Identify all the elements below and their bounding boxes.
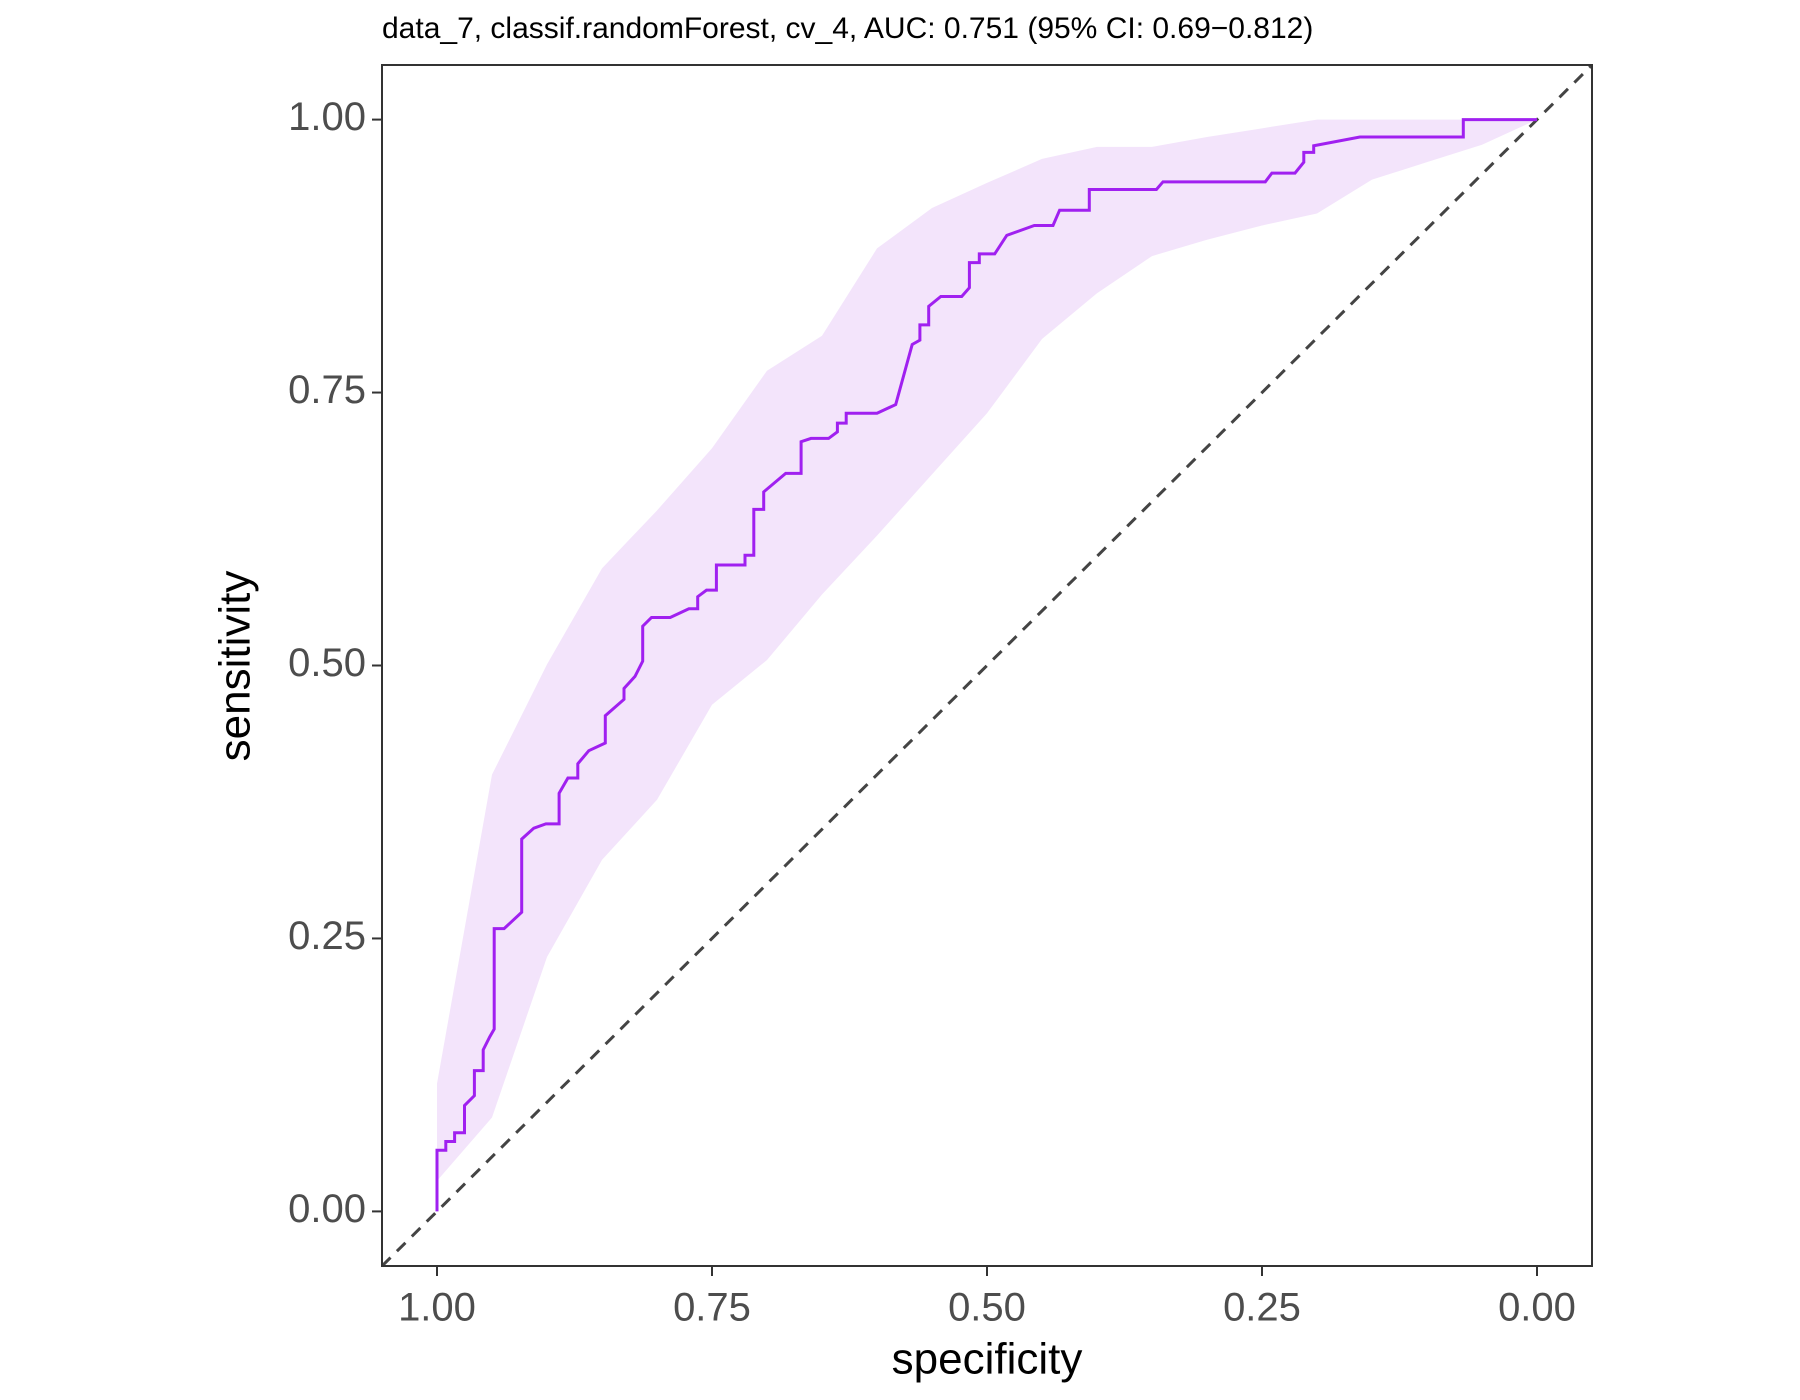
y-tick-label: 0.00 [288,1187,366,1231]
y-tick-label: 0.50 [288,641,366,685]
y-tick-label: 0.75 [288,368,366,412]
reference-line [380,63,1594,1268]
x-tick-label: 0.75 [673,1286,751,1330]
x-tick-label: 1.00 [398,1286,476,1330]
x-tick-label: 0.25 [1223,1286,1301,1330]
x-tick-label: 0.00 [1498,1286,1576,1330]
x-tick-label: 0.50 [948,1286,1026,1330]
chart-title: data_7, classif.randomForest, cv_4, AUC:… [382,12,1313,45]
y-axis-title: sensitivity [211,571,260,762]
x-axis-title: specificity [892,1335,1083,1384]
y-tick-label: 0.25 [288,914,366,958]
y-tick-label: 1.00 [288,95,366,139]
confidence-band [437,119,1537,1181]
roc-curve [435,118,1537,1212]
